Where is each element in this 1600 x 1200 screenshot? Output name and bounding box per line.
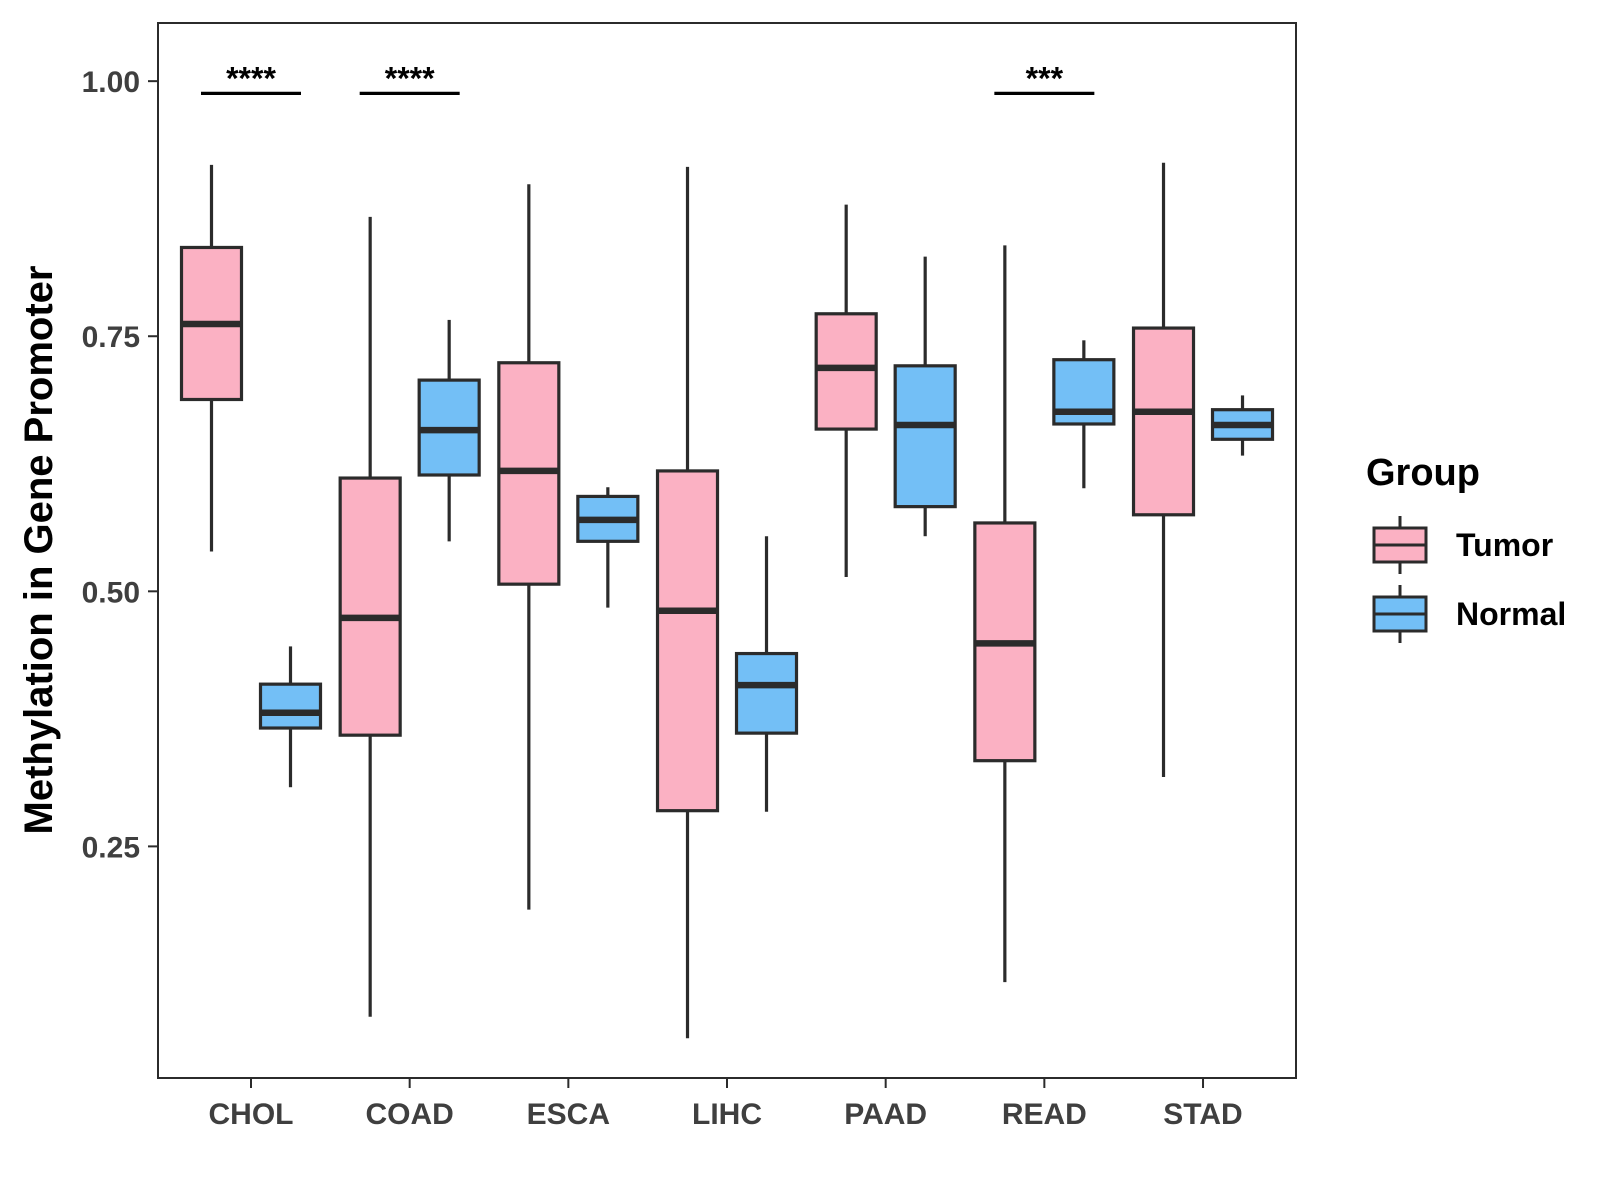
- box-tumor-paad: [814, 204, 878, 578]
- box-normal-read: [1052, 340, 1116, 489]
- y-tick-label: 0.50: [82, 576, 140, 609]
- legend-title: Group: [1366, 452, 1480, 494]
- box-normal-paad: [893, 256, 957, 537]
- box-body: [814, 312, 878, 431]
- y-tick-label: 0.25: [82, 831, 140, 864]
- x-tick-label-esca: ESCA: [527, 1098, 610, 1131]
- x-tick-label-chol: CHOL: [209, 1098, 294, 1131]
- box-body: [258, 682, 323, 730]
- x-tick-label-lihc: LIHC: [692, 1098, 762, 1131]
- y-axis-title: Methylation in Gene Promoter: [17, 266, 61, 835]
- x-tick-label-stad: STAD: [1163, 1098, 1242, 1131]
- box-normal-chol: [258, 646, 323, 788]
- box-normal-coad: [417, 319, 481, 542]
- box-tumor-esca: [497, 184, 561, 910]
- box-body: [893, 364, 957, 509]
- y-tick-label: 1.00: [82, 66, 140, 99]
- x-tick-label-paad: PAAD: [844, 1098, 927, 1131]
- box-tumor-read: [973, 245, 1037, 983]
- legend-key-normal: [1372, 585, 1428, 643]
- legend: Group Tumor Normal: [1366, 452, 1566, 643]
- x-tick-label-read: READ: [1002, 1098, 1087, 1131]
- y-axis: 0.25 0.50 0.75 1.00: [82, 66, 158, 864]
- box-body: [1131, 326, 1196, 517]
- legend-key-tumor: [1372, 516, 1428, 574]
- y-tick-label: 0.75: [82, 321, 140, 354]
- box-body: [338, 476, 402, 737]
- box-normal-lihc: [734, 536, 799, 812]
- box-body: [655, 469, 720, 813]
- box-body: [734, 651, 799, 735]
- legend-label-tumor: Tumor: [1456, 527, 1553, 563]
- significance-label-read: ***: [1026, 60, 1064, 96]
- x-tick-label-coad: COAD: [365, 1098, 453, 1131]
- box-tumor-coad: [338, 216, 402, 1017]
- significance-label-coad: ****: [385, 60, 435, 96]
- legend-label-normal: Normal: [1456, 596, 1566, 632]
- chart-marks: **** **** ***: [179, 60, 1275, 1039]
- x-axis: CHOL COAD ESCA LIHC PAAD READ STAD: [209, 1078, 1243, 1131]
- significance-label-chol: ****: [226, 60, 276, 96]
- box-normal-esca: [576, 487, 640, 608]
- box-tumor-stad: [1131, 162, 1196, 778]
- box-normal-stad: [1210, 395, 1275, 456]
- plot-panel: [157, 22, 1297, 1079]
- box-tumor-lihc: [655, 166, 720, 1039]
- box-tumor-chol: [179, 164, 244, 552]
